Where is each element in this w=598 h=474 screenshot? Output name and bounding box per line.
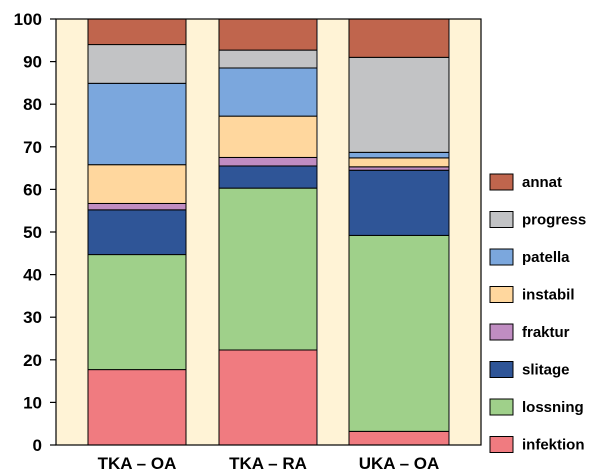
background-band <box>56 19 88 445</box>
bar-segment-patella <box>87 82 187 166</box>
x-category-label: TKA – RA <box>229 454 307 473</box>
bar-segment-progress <box>87 44 187 84</box>
background-band <box>318 19 349 445</box>
bar-segment-patella <box>218 67 318 117</box>
x-category-label: UKA – OA <box>359 454 440 473</box>
legend-swatch-patella <box>489 248 514 266</box>
legend: annat progress patella instabil fraktur slita… <box>489 173 586 454</box>
bar-segment-patella <box>348 151 450 159</box>
legend-label-annat: annat <box>522 174 562 191</box>
background-band <box>450 19 481 445</box>
y-tick-label: 100 <box>14 10 42 29</box>
bar-segment-fraktur <box>348 166 450 171</box>
y-tick-label: 50 <box>23 223 42 242</box>
legend-label-lossning: lossning <box>522 399 584 416</box>
category-background-bands <box>56 19 481 445</box>
bar-segment-annat <box>218 18 318 51</box>
legend-label-infektion: infektion <box>522 437 585 454</box>
y-tick-label: 0 <box>33 436 42 455</box>
y-axis-ticks: 0 10 20 30 40 50 60 70 80 90 100 <box>14 10 56 455</box>
legend-swatch-lossning <box>489 398 514 416</box>
bar-segment-annat <box>348 18 450 58</box>
bar-segment-slitage <box>348 169 450 236</box>
legend-label-patella: patella <box>522 249 570 266</box>
background-band <box>186 19 219 445</box>
x-axis-labels: TKA – OA TKA – RA UKA – OA <box>98 454 440 473</box>
bar-segment-lossning <box>218 187 318 351</box>
bar-segment-instabil <box>87 164 187 204</box>
legend-swatch-infektion <box>489 436 514 453</box>
y-tick-label: 10 <box>23 393 42 412</box>
y-tick-label: 90 <box>23 53 42 72</box>
bar-segment-fraktur <box>87 202 187 211</box>
bar-segment-infektion <box>348 430 450 446</box>
bar-stacks <box>87 18 450 446</box>
bar-segment-annat <box>87 18 187 46</box>
bar-segment-lossning <box>348 234 450 432</box>
bar-segment-slitage <box>87 209 187 256</box>
bar-segment-lossning <box>87 254 187 371</box>
legend-swatch-fraktur <box>489 323 514 341</box>
bar-segment-instabil <box>218 115 318 158</box>
legend-label-progress: progress <box>522 212 586 229</box>
bar-segment-slitage <box>218 165 318 189</box>
bar-segment-infektion <box>87 369 187 446</box>
bar-segment-progress <box>348 56 450 153</box>
bar-segment-fraktur <box>218 156 318 167</box>
y-tick-label: 30 <box>23 308 42 327</box>
y-tick-label: 20 <box>23 351 42 370</box>
legend-swatch-progress <box>489 211 514 228</box>
legend-swatch-annat <box>489 173 514 191</box>
y-tick-label: 80 <box>23 95 42 114</box>
y-tick-label: 70 <box>23 138 42 157</box>
legend-swatch-instabil <box>489 286 514 303</box>
legend-swatch-slitage <box>489 361 514 378</box>
legend-label-fraktur: fraktur <box>522 324 570 341</box>
bar-segment-instabil <box>348 157 450 168</box>
legend-label-slitage: slitage <box>522 362 570 379</box>
y-tick-label: 40 <box>23 266 42 285</box>
y-tick-label: 60 <box>23 180 42 199</box>
legend-label-instabil: instabil <box>522 287 575 304</box>
bar-segment-progress <box>218 49 318 69</box>
x-category-label: TKA – OA <box>98 454 177 473</box>
bar-segment-infektion <box>218 349 318 446</box>
